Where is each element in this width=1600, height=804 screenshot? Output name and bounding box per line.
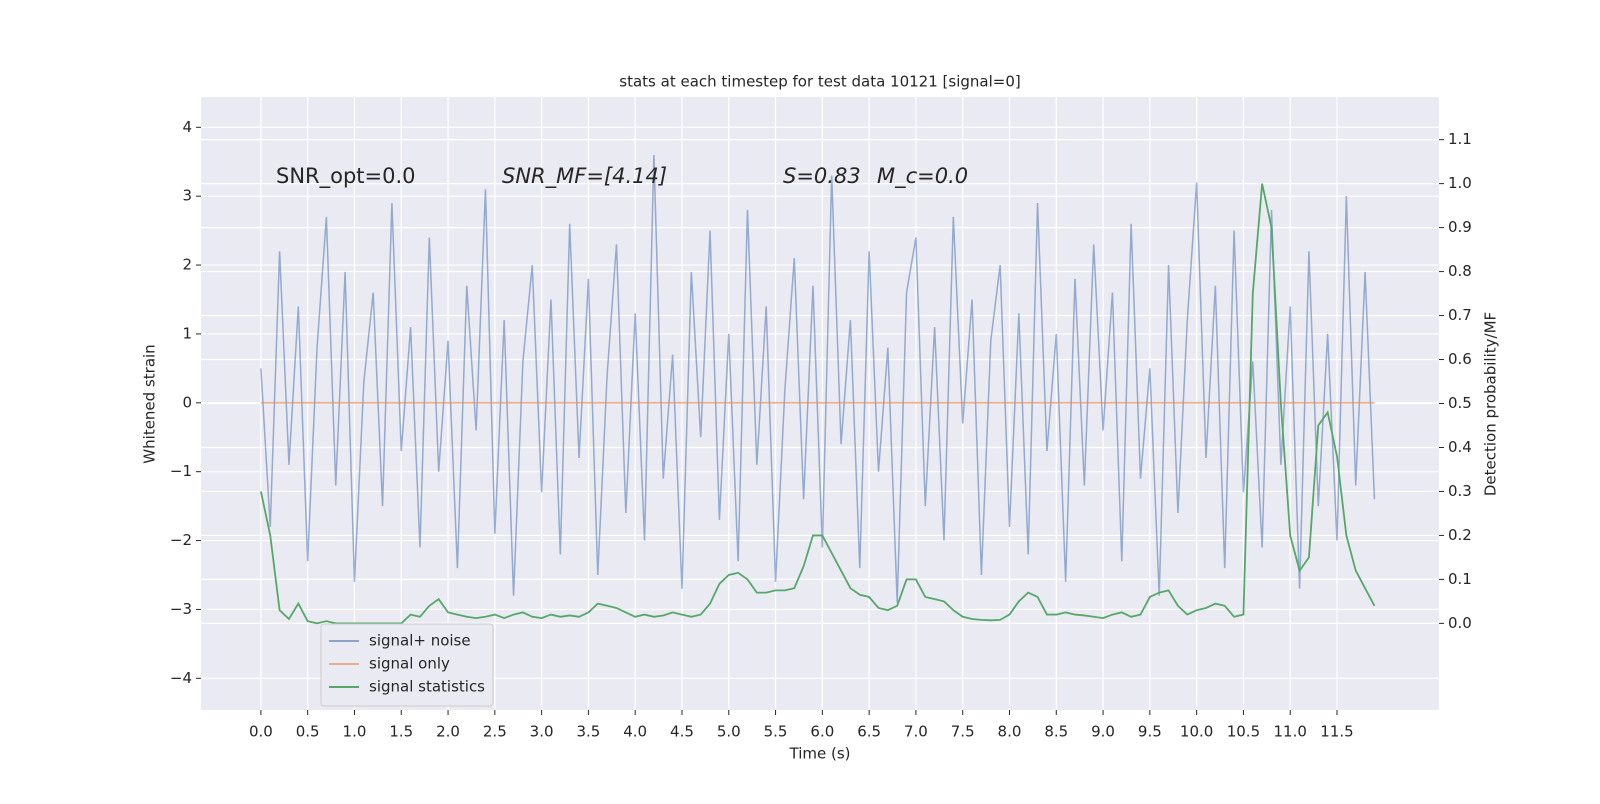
y2-tick-label: 0.9: [1448, 218, 1472, 236]
annotation: SNR_MF=[4.14]: [502, 164, 667, 189]
x-tick-label: 6.5: [857, 723, 881, 741]
y-axis-label: Whitened strain: [141, 344, 159, 463]
x-tick-label: 9.0: [1091, 723, 1115, 741]
x-tick-label: 0.5: [296, 723, 320, 741]
y2-tick-label: 0.0: [1448, 614, 1472, 632]
annotation: SNR_opt=0.0: [276, 164, 416, 189]
y2-tick-label: 0.7: [1448, 306, 1472, 324]
x-tick-label: 4.0: [623, 723, 647, 741]
x-tick-label: 2.0: [436, 723, 460, 741]
y-tick-label: −1: [170, 462, 192, 480]
legend: signal+ noise signal only signal statistic…: [320, 623, 494, 707]
x-tick-label: 7.0: [904, 723, 928, 741]
series-line: [260, 183, 1376, 625]
x-tick-label: 5.0: [717, 723, 741, 741]
y2-tick-label: 0.2: [1448, 526, 1472, 544]
y2-tick-label: 0.8: [1448, 262, 1472, 280]
y2-axis-label: Detection probability/MF: [1482, 312, 1500, 496]
series-line: [260, 154, 1376, 603]
y2-tick-label: 1.1: [1448, 130, 1472, 148]
x-tick-label: 6.0: [810, 723, 834, 741]
y-tick-label: 3: [182, 187, 192, 205]
y2-tick-label: 0.4: [1448, 438, 1472, 456]
x-tick-label: 4.5: [670, 723, 694, 741]
x-tick-label: 8.5: [1044, 723, 1068, 741]
x-tick-label: 11.5: [1320, 723, 1353, 741]
legend-label: signal statistics: [369, 678, 485, 696]
x-tick-label: 2.5: [483, 723, 507, 741]
y-tick-label: −4: [170, 669, 192, 687]
y-tick-label: 1: [182, 324, 192, 342]
y2-tick-label: 0.6: [1448, 350, 1472, 368]
x-axis-label: Time (s): [789, 745, 851, 763]
x-tick-label: 1.5: [389, 723, 413, 741]
x-tick-label: 8.0: [998, 723, 1022, 741]
y2-tick-label: 1.0: [1448, 174, 1472, 192]
y-tick-label: −3: [170, 600, 192, 618]
x-tick-label: 3.5: [576, 723, 600, 741]
x-tick-label: 10.5: [1227, 723, 1260, 741]
legend-label: signal+ noise: [369, 632, 471, 650]
x-tick-label: 1.0: [343, 723, 367, 741]
x-tick-label: 3.0: [530, 723, 554, 741]
x-tick-label: 11.0: [1274, 723, 1307, 741]
annotation: M_c=0.0: [877, 164, 968, 189]
x-tick-label: 5.5: [764, 723, 788, 741]
legend-label: signal only: [369, 655, 450, 673]
y2-tick-label: 0.3: [1448, 482, 1472, 500]
y2-tick-label: 0.1: [1448, 570, 1472, 588]
x-tick-label: 10.0: [1180, 723, 1213, 741]
x-tick-label: 9.5: [1138, 723, 1162, 741]
legend-box: [320, 623, 494, 707]
y-tick-label: −2: [170, 531, 192, 549]
x-tick-label: 0.0: [249, 723, 273, 741]
y-tick-label: 4: [182, 118, 192, 136]
y-tick-label: 2: [182, 256, 192, 274]
x-tick-label: 7.5: [951, 723, 975, 741]
y2-tick-label: 0.5: [1448, 394, 1472, 412]
y-tick-label: 0: [182, 393, 192, 411]
annotation: S=0.83: [783, 164, 861, 188]
chart-title: stats at each timestep for test data 101…: [619, 73, 1020, 91]
